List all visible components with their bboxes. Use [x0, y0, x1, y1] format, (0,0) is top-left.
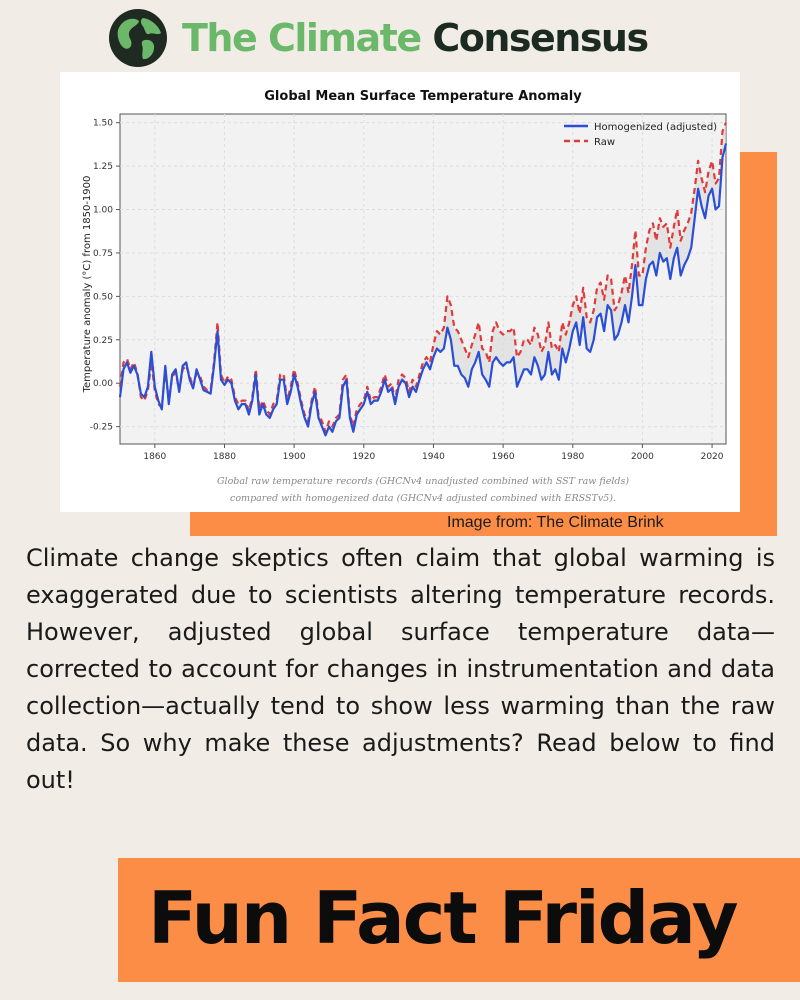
y-tick-label: 0.75	[93, 249, 113, 259]
legend-adjusted-label: Homogenized (adjusted)	[594, 122, 717, 133]
chart-card: 1860 1880 1900 1920 1940 1960 1980 2000 2020 -0.2…	[60, 72, 740, 512]
y-tick-label: 1.25	[93, 162, 113, 172]
banner-title: Fun Fact Friday	[148, 876, 739, 960]
y-tick-label: 0.00	[93, 379, 113, 389]
adjusted-series-line	[118, 143, 728, 437]
y-tick-label: 0.25	[93, 336, 113, 346]
x-tick-label: 2020	[701, 452, 724, 462]
y-axis-label: Temperature anomaly (°C) from 1850-1900	[82, 176, 93, 394]
body-paragraph: Climate change skeptics often claim that…	[26, 544, 775, 794]
chart-legend: Homogenized (adjusted) Raw	[564, 122, 717, 148]
header: The Climate Consensus	[108, 6, 649, 70]
chart-caption-line2: compared with homogenized data (GHCNv4 a…	[230, 493, 616, 504]
globe-icon	[109, 9, 167, 67]
legend-raw-label: Raw	[594, 137, 615, 148]
x-tick-label: 1920	[352, 452, 375, 462]
x-tick-label: 1860	[143, 452, 166, 462]
x-tick-label: 2000	[631, 452, 654, 462]
x-tick-label: 1940	[422, 452, 445, 462]
chart-caption-line1: Global raw temperature records (GHCNv4 u…	[217, 476, 629, 487]
brand-title-dark: Consensus	[432, 16, 649, 60]
brand-title: The Climate Consensus	[182, 16, 649, 60]
temperature-anomaly-chart: 1860 1880 1900 1920 1940 1960 1980 2000 2020 -0.2…	[82, 89, 728, 504]
y-tick-label: 1.50	[93, 119, 113, 129]
x-tick-label: 1880	[213, 452, 236, 462]
y-tick-label: -0.25	[90, 423, 113, 433]
y-tick-label: 0.50	[93, 292, 113, 302]
y-tick-label: 1.00	[93, 206, 113, 216]
brand-title-green: The Climate	[182, 16, 422, 60]
x-tick-label: 1960	[492, 452, 515, 462]
chart-title: Global Mean Surface Temperature Anomaly	[264, 89, 582, 104]
image-credit: Image from: The Climate Brink	[447, 514, 664, 531]
x-tick-label: 1980	[561, 452, 584, 462]
fun-fact-banner: Fun Fact Friday	[118, 858, 800, 982]
x-tick-label: 1900	[283, 452, 306, 462]
